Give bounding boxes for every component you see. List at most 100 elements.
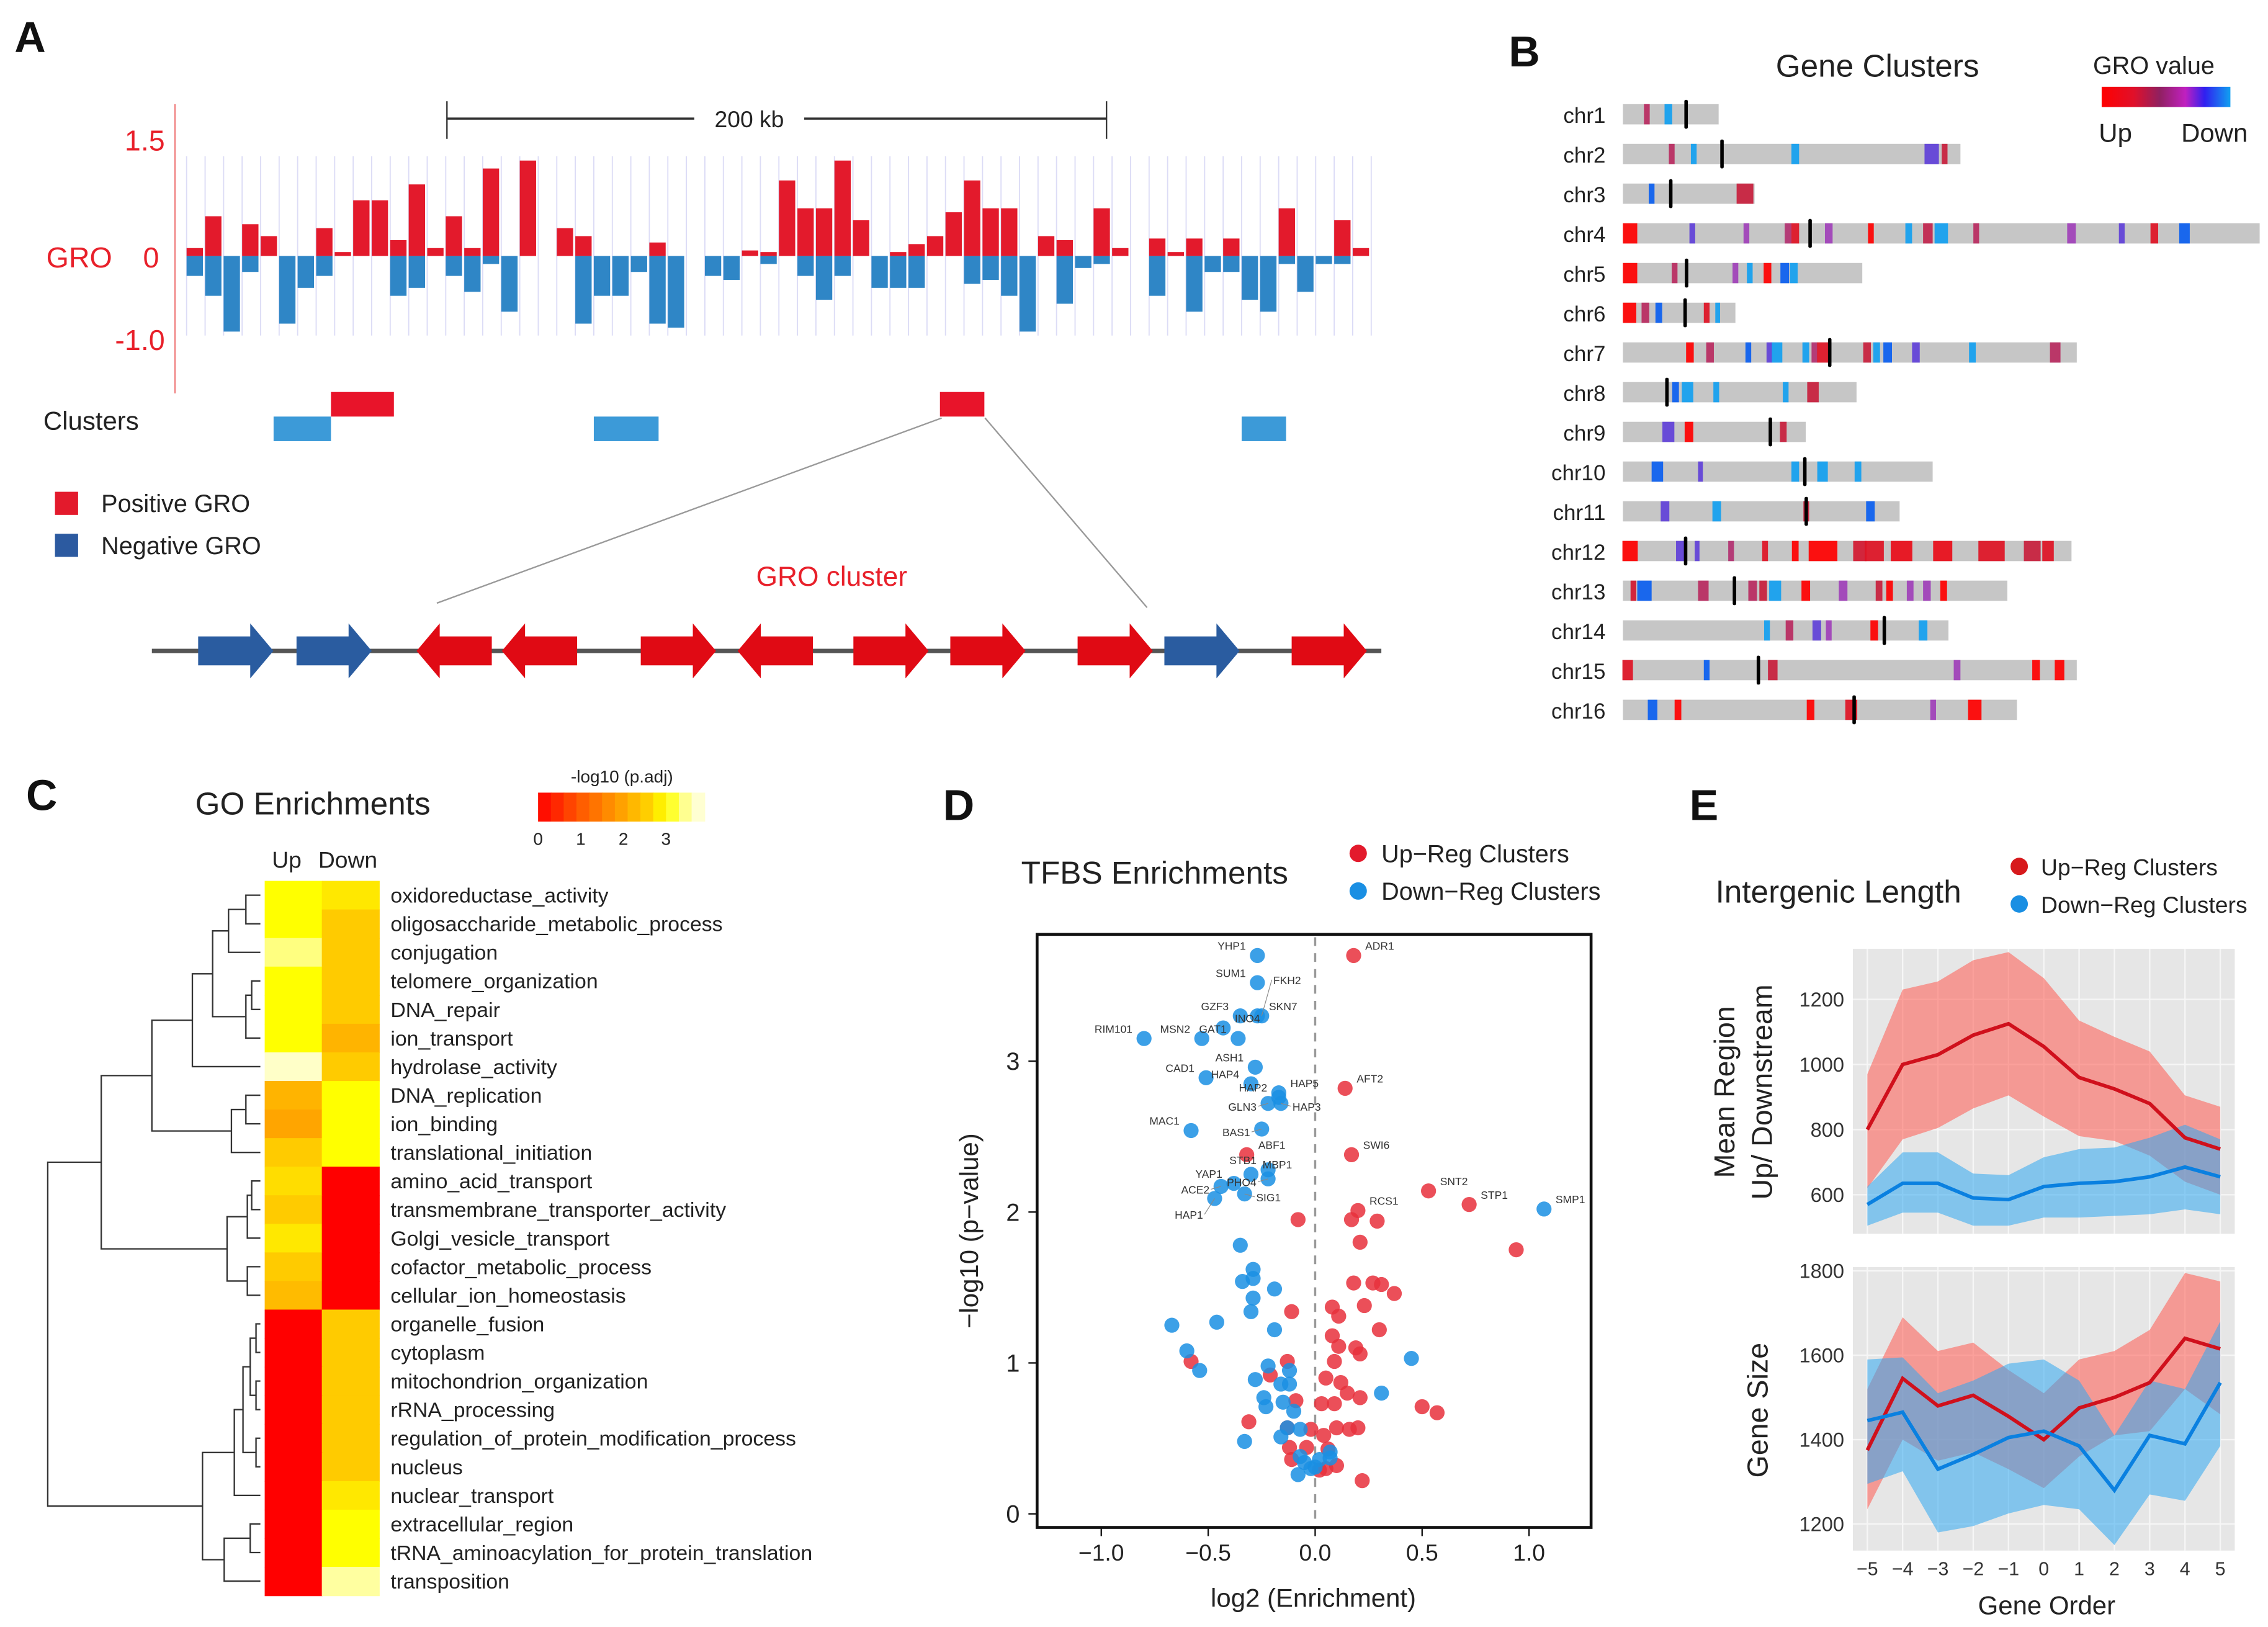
heatmap-row: nuclear_transport [264, 1481, 554, 1511]
colorbar-block [614, 792, 629, 822]
data-point-up [1356, 1298, 1372, 1314]
gene-cluster-mark [1824, 223, 1833, 244]
heatmap-cell-up [264, 1281, 323, 1311]
tf-label: INO4 [1235, 1012, 1260, 1024]
gene-cluster-mark [2032, 660, 2040, 681]
chromosome-bar [1623, 660, 2077, 681]
heatmap-row: transmembrane_transporter_activity [264, 1195, 726, 1225]
data-point-up [1290, 1212, 1306, 1227]
y-tick-label: 0 [1006, 1501, 1020, 1528]
gene-cluster-mark [1808, 540, 1838, 562]
gene-cluster-mark [1940, 580, 1947, 601]
heatmap-cell-down [321, 1395, 380, 1425]
y-tick-label: 600 [1811, 1183, 1844, 1206]
gro-bar-negative [871, 256, 888, 288]
gene-cluster-mark [1969, 342, 1976, 363]
gro-bar-negative [1075, 256, 1091, 268]
gene-cluster-mark [1706, 342, 1714, 363]
legend-down-dot-e [2010, 895, 2028, 913]
gene-cluster-mark [1791, 143, 1800, 164]
gro-bar-positive [390, 240, 407, 256]
heatmap-cell-down [321, 1423, 380, 1453]
gro-bar-negative [1204, 256, 1221, 272]
gene-cluster-mark [1682, 382, 1693, 403]
dendrogram-branch [202, 1451, 235, 1561]
gene-cluster-mark [1853, 540, 1867, 562]
data-point-up [1355, 1473, 1370, 1489]
colorbar-block [538, 792, 552, 822]
data-point-down [1183, 1123, 1199, 1139]
x-tick-label: 1.0 [1513, 1540, 1545, 1566]
tf-label-leader-line [1244, 1193, 1255, 1198]
heatmap-cell-down [321, 995, 380, 1025]
colorbar-block [576, 792, 590, 822]
tf-label: YAP1 [1195, 1168, 1222, 1180]
heatmap-cell-up [264, 1167, 323, 1196]
x-axis-title-e: Gene Order [1978, 1590, 2115, 1620]
gro-bar-negative [593, 256, 611, 296]
chromosome-bar [1623, 342, 2077, 363]
heatmap-cell-up [264, 1423, 323, 1453]
gene-cluster-mark [1780, 421, 1787, 442]
gro-bar-negative [982, 256, 999, 280]
chromosome-bar [1623, 580, 2007, 601]
data-point-down [1194, 1031, 1209, 1046]
gro-bar-negative [223, 256, 240, 332]
data-point-up [1369, 1213, 1385, 1229]
heatmap-cell-up [264, 881, 323, 910]
gene-cluster-mark [1676, 540, 1685, 562]
gene-cluster-mark [2042, 540, 2054, 562]
gro-bar-negative [890, 256, 907, 288]
tf-label-leader-line [1261, 979, 1273, 1016]
tf-label: GLN3 [1228, 1101, 1257, 1113]
gro-bar-positive [464, 248, 481, 256]
intergenic-plots: 600 800 1000 1200 1200 1400 1600 1800 −5 −4 −3 −2 −1… [1799, 949, 2235, 1579]
x-tick-label: 3 [2145, 1559, 2155, 1579]
tf-label: SMP1 [1556, 1193, 1585, 1206]
y-tick-label: 2 [1006, 1199, 1020, 1226]
legend-negative-label: Negative GRO [101, 532, 261, 560]
data-point-down [1250, 948, 1265, 963]
x-tick-label: 4 [2180, 1559, 2190, 1579]
data-point-up [1414, 1399, 1430, 1415]
gro-bar-negative [1260, 256, 1277, 312]
legend-up-dot [1349, 845, 1367, 863]
centromere-mark [1768, 417, 1772, 447]
gro-bar-negative [834, 256, 851, 276]
heatmap-cell-up [264, 1081, 323, 1111]
data-point-down [1290, 1467, 1306, 1482]
colorbar-title: -log10 (p.adj) [571, 767, 673, 786]
gene-cluster-mark [1766, 342, 1773, 363]
heatmap-cell-up [264, 1452, 323, 1482]
gro-bar-negative [964, 256, 980, 284]
dendrogram-branch [251, 980, 261, 1011]
data-point-up [1386, 1286, 1402, 1301]
gene-cluster-mark [1968, 699, 1982, 720]
y-tick-label: 1400 [1799, 1428, 1844, 1451]
y-tick-label: 3 [1006, 1048, 1020, 1075]
gro-bar-negative [464, 256, 481, 292]
y-tick-label: 1000 [1799, 1053, 1844, 1076]
gro-axis-label: GRO [47, 241, 112, 274]
chromosome-label: chr8 [1563, 382, 1605, 406]
gro-bar-negative [1278, 256, 1295, 264]
heatmap-cell-down [321, 1167, 380, 1196]
tf-label: SWI6 [1363, 1139, 1390, 1152]
chromosome-map: chr1 chr2 chr3 chr4 chr5 chr6 chr7 chr8 chr9 chr1… [1551, 99, 2260, 725]
gene-cluster-mark [1732, 262, 1739, 284]
centromere-mark [1665, 377, 1669, 407]
chromosome-row: chr9 [1563, 417, 1806, 447]
centromere-mark [1684, 99, 1688, 129]
x-tick-label: −5 [1857, 1559, 1878, 1579]
gro-track [186, 156, 1372, 336]
gene-cluster-mark [1801, 580, 1811, 601]
tf-label: MAC1 [1149, 1115, 1180, 1127]
gro-bar-positive [945, 212, 962, 256]
gro-bar-negative [723, 256, 740, 280]
heatmap-cell-up [264, 1252, 323, 1282]
gene-cluster-mark [1826, 620, 1832, 641]
gene-arrow-up [1077, 623, 1153, 679]
heatmap-row: extracellular_region [264, 1509, 573, 1540]
gene-cluster-mark [1664, 104, 1672, 125]
